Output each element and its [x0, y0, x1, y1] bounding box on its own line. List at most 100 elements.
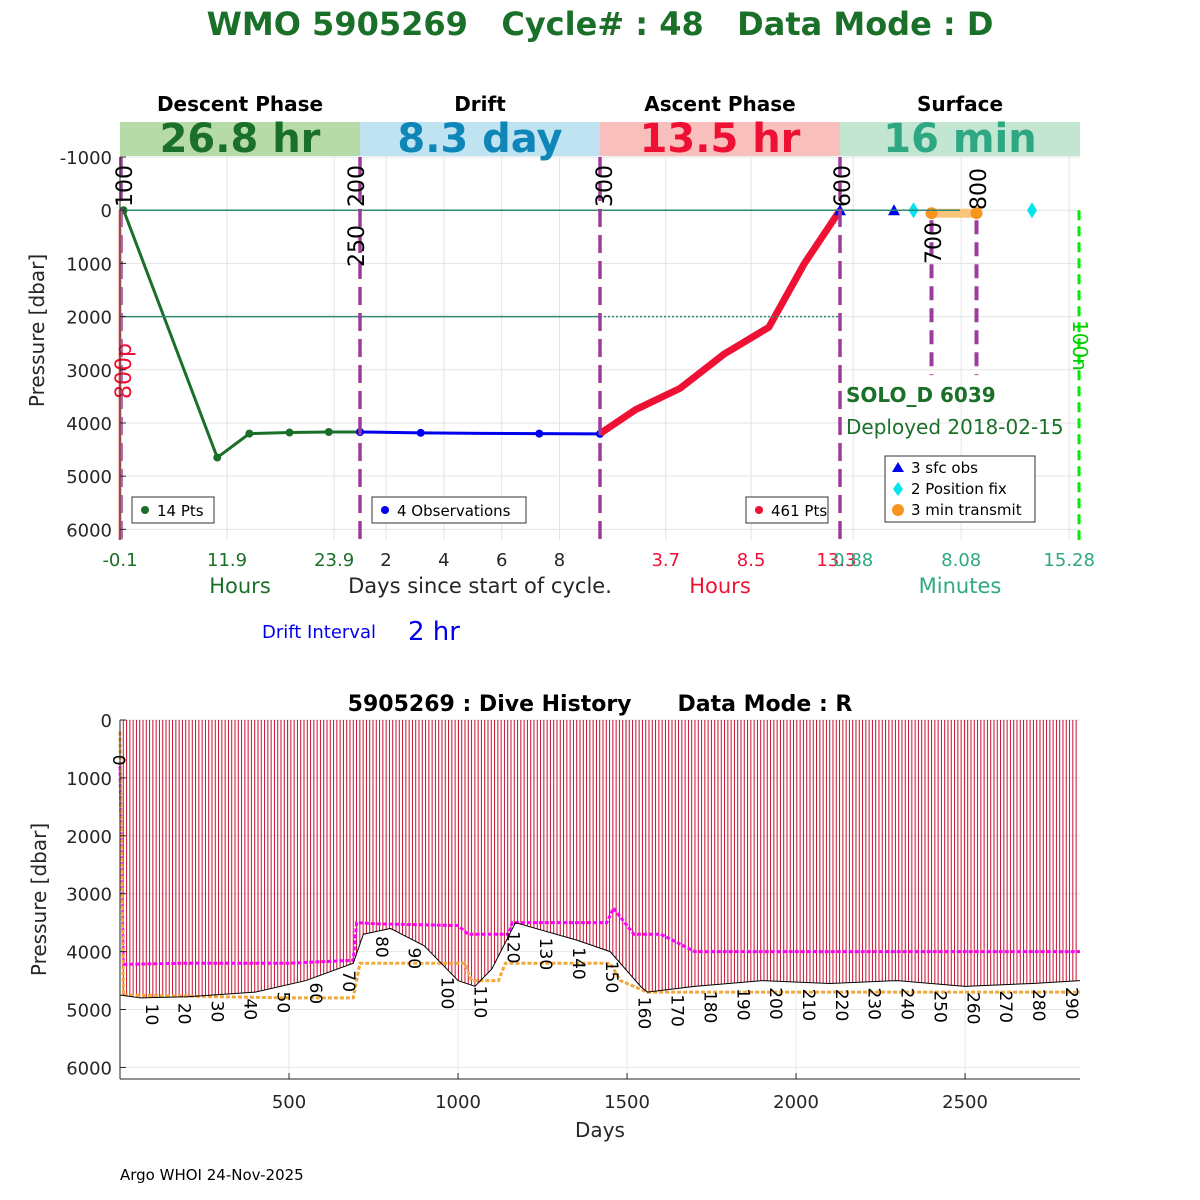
y-axis-label: Pressure [dbar]	[25, 254, 49, 407]
ascent-line	[598, 208, 843, 437]
y-tick-label: 4000	[66, 414, 112, 435]
cycle-label: 140	[568, 947, 588, 979]
legend-box	[371, 496, 527, 524]
y-tick-label: 6000	[66, 1058, 112, 1079]
x-tick-label: 8.5	[737, 550, 766, 571]
y-tick-label: -1000	[60, 148, 112, 169]
phase-duration: 16 min	[883, 116, 1036, 162]
phase-label: Descent Phase	[157, 92, 323, 116]
y-tick-label: 1000	[66, 254, 112, 275]
park-pressure-line	[118, 766, 1080, 966]
cycle-label: 130	[535, 938, 555, 970]
transmit-marker	[925, 207, 938, 220]
legend-text: 3 min transmit	[911, 501, 1022, 519]
descent-point	[285, 428, 294, 437]
y-tick-label: 0	[101, 201, 112, 222]
x-tick-label: 0.88	[833, 550, 873, 571]
x-tick-label: 13.3	[816, 550, 856, 571]
cycle-label: 30	[207, 1001, 227, 1023]
descent-line	[120, 208, 360, 460]
x-axis-label: Minutes	[919, 574, 1002, 598]
cycle-label: 290	[1061, 987, 1081, 1019]
y-tick-label: 5000	[66, 1001, 112, 1022]
phase-label: Drift	[454, 92, 506, 116]
transmit-marker	[970, 207, 983, 220]
legend-marker	[381, 506, 389, 514]
x-tick-label: 2500	[942, 1092, 988, 1113]
descent-point	[245, 429, 254, 438]
cycle-label: 220	[831, 989, 851, 1021]
cycle-label: 70	[338, 970, 358, 992]
dive-history-chart: 0 10 20 30 40 50 60 70 80 90 100 110 120 130 140 150 160…	[27, 711, 1081, 1142]
cycle-label: 0	[108, 755, 128, 766]
max-depth-line	[119, 922, 1081, 999]
x-tick-label: 8.08	[941, 550, 981, 571]
cycle-label: 190	[732, 988, 752, 1020]
phase-band	[600, 122, 840, 156]
y-tick-label: 4000	[66, 943, 112, 964]
y-tick-label: 1000	[66, 769, 112, 790]
drift-point	[416, 428, 425, 437]
x-tick-label: 11.9	[207, 550, 247, 571]
x-tick-label: 2000	[773, 1092, 819, 1113]
legend-text: 3 sfc obs	[911, 459, 978, 477]
side-label-right: 100n	[1068, 320, 1092, 371]
legend-marker	[892, 504, 904, 516]
y-tick-label: 0	[101, 711, 112, 732]
y-tick-label: 3000	[66, 885, 112, 906]
dive-history-title: 5905269 : Dive History Data Mode : R	[348, 692, 853, 717]
cycle-label: 40	[239, 998, 259, 1020]
phase-label: Surface	[917, 92, 1003, 116]
cycle-label: 270	[995, 991, 1015, 1023]
phase-band	[360, 122, 600, 156]
phase-band	[840, 122, 1080, 156]
x-tick-label: 1500	[604, 1092, 650, 1113]
legend-text: 4 Observations	[397, 502, 511, 520]
x-tick-label: -0.1	[102, 550, 137, 571]
main-title: WMO 5905269 Cycle# : 48 Data Mode : D	[207, 5, 994, 43]
footer-credit: Argo WHOI 24-Nov-2025	[120, 1166, 304, 1184]
x-axis-label: Hours	[209, 574, 271, 598]
x-tick-label: 1000	[435, 1092, 481, 1113]
cycle-label: 280	[1028, 989, 1048, 1021]
cycle-label: 90	[404, 947, 424, 969]
y-tick-label: 6000	[66, 520, 112, 541]
surface-legend-box	[884, 455, 1036, 523]
cycle-label: 240	[897, 988, 917, 1020]
y-tick-label: 3000	[66, 361, 112, 382]
cycle-label: 260	[962, 992, 982, 1024]
x-tick-label: 3.7	[651, 550, 680, 571]
descent-point	[213, 453, 222, 462]
x-tick-label: 6	[496, 550, 507, 571]
cycle-label: 20	[174, 1003, 194, 1025]
x-tick-label: 15.28	[1043, 550, 1095, 571]
y-tick-label: 2000	[66, 308, 112, 329]
cycle-label: 110	[469, 986, 489, 1018]
phase-duration: 8.3 day	[397, 116, 562, 162]
x-tick-label: 2	[380, 550, 391, 571]
phase-band	[120, 122, 360, 156]
legend-text: 14 Pts	[157, 502, 204, 520]
profile-depth-line	[118, 731, 1080, 1000]
boundary-label: 700	[922, 222, 947, 264]
cycle-label: 50	[272, 992, 292, 1014]
boundary-label: 250	[345, 225, 370, 267]
x-tick-label: 500	[272, 1092, 306, 1113]
y-tick-label: 5000	[66, 467, 112, 488]
boundary-label: 100	[113, 165, 138, 207]
cycle-label: 170	[667, 994, 687, 1026]
drift-point	[535, 429, 544, 438]
boundary-label: 800	[967, 168, 992, 210]
boundary-label: 600	[831, 165, 856, 207]
x-tick-label: 8	[554, 550, 565, 571]
cycle-label: 80	[371, 936, 391, 958]
x-axis-label: Hours	[689, 574, 751, 598]
drift-line	[359, 430, 601, 436]
drift-interval-value: 2 hr	[408, 617, 460, 647]
side-label-left: 800p	[112, 343, 137, 399]
cycle-label: 120	[502, 931, 522, 963]
